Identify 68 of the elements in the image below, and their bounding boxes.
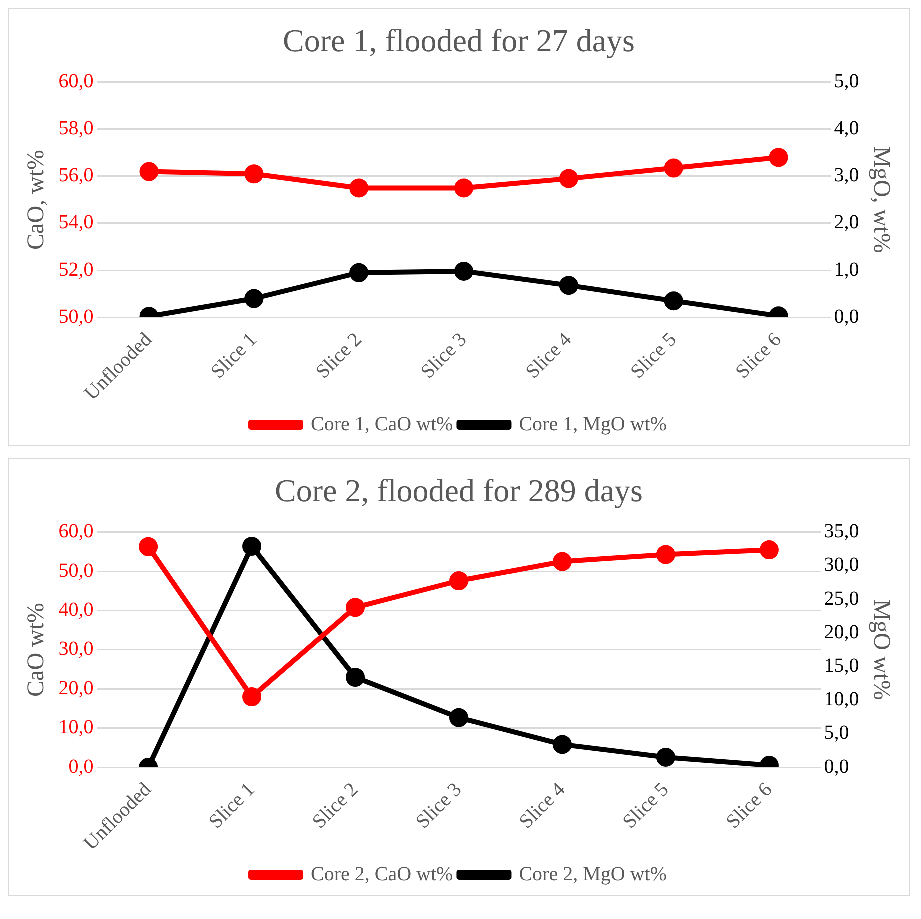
y2-tick-label: 4,0 (834, 118, 860, 140)
point (656, 748, 676, 767)
chart-title: Core 1, flooded for 27 days (283, 22, 635, 59)
y2-axis-title: MgO wt% (868, 600, 894, 700)
y-tick-label: 0,0 (68, 756, 94, 778)
y-tick-label: 50,0 (58, 560, 94, 582)
y-tick-label: 30,0 (58, 638, 94, 660)
x-tick-label: Slice 6 (722, 778, 777, 834)
x-tick-label: Slice 6 (732, 328, 786, 384)
y-axis-title: CaO wt% (24, 602, 50, 697)
y-tick-label: 60,0 (58, 70, 94, 93)
y2-tick-label: 5,0 (834, 70, 860, 93)
x-tick-label: Slice 3 (416, 328, 472, 384)
point (140, 162, 159, 182)
point (139, 537, 158, 556)
y2-tick-label: 25,0 (824, 588, 860, 610)
y2-tick-label: 0,0 (834, 306, 860, 328)
x-tick-label: Slice 5 (618, 778, 674, 834)
point (454, 178, 474, 198)
y2-tick-label: 15,0 (824, 655, 860, 678)
y2-tick-label: 1,0 (834, 258, 860, 281)
point (450, 571, 468, 590)
x-tick-label: Slice 2 (308, 778, 363, 834)
legend-label: Core 2, MgO wt% (519, 863, 667, 886)
y2-tick-label: 3,0 (834, 164, 860, 187)
point (769, 148, 788, 168)
point (346, 598, 366, 618)
y-tick-label: 20,0 (58, 677, 94, 700)
y-axis-title: CaO, wt% (24, 150, 50, 250)
y-tick-label: 56,0 (58, 164, 94, 187)
y-tick-label: 54,0 (58, 212, 94, 234)
y2-tick-label: 30,0 (824, 554, 860, 576)
y-tick-label: 40,0 (58, 599, 94, 622)
point (656, 545, 676, 564)
point (242, 688, 262, 706)
y-tick-label: 52,0 (58, 258, 94, 281)
y2-tick-label: 35,0 (824, 520, 860, 543)
point (346, 668, 366, 688)
y-tick-label: 50,0 (58, 306, 94, 328)
y2-axis-title: MgO, wt% (868, 146, 894, 254)
x-tick-label: Slice 4 (515, 778, 570, 834)
y-tick-label: 58,0 (58, 118, 94, 140)
y-tick-label: 10,0 (58, 716, 94, 739)
legend-label: Core 2, CaO wt% (311, 863, 454, 886)
x-tick-label: Slice 1 (206, 328, 262, 384)
y2-tick-label: 2,0 (834, 212, 860, 234)
y2-tick-label: 10,0 (824, 688, 860, 711)
y2-tick-label: 5,0 (824, 722, 850, 744)
point (552, 552, 572, 572)
legend-label: Core 1, MgO wt% (519, 413, 667, 436)
x-tick-label: Slice 5 (626, 328, 682, 384)
x-tick-label: Slice 4 (522, 328, 576, 384)
point (242, 537, 262, 556)
point (552, 735, 572, 754)
y2-tick-label: 0,0 (824, 756, 850, 778)
x-tick-label: Slice 2 (312, 328, 366, 384)
legend-label: Core 1, CaO wt% (311, 413, 454, 436)
point (760, 540, 779, 560)
point (450, 708, 468, 728)
y2-tick-label: 20,0 (824, 621, 860, 644)
y-tick-label: 60,0 (58, 520, 94, 543)
point (350, 178, 369, 198)
point (664, 158, 684, 178)
point (244, 164, 264, 184)
x-tick-label: Slice 3 (412, 778, 466, 834)
chart-title: Core 2, flooded for 289 days (275, 472, 643, 509)
x-tick-label: Slice 1 (204, 778, 260, 834)
point (559, 169, 578, 188)
